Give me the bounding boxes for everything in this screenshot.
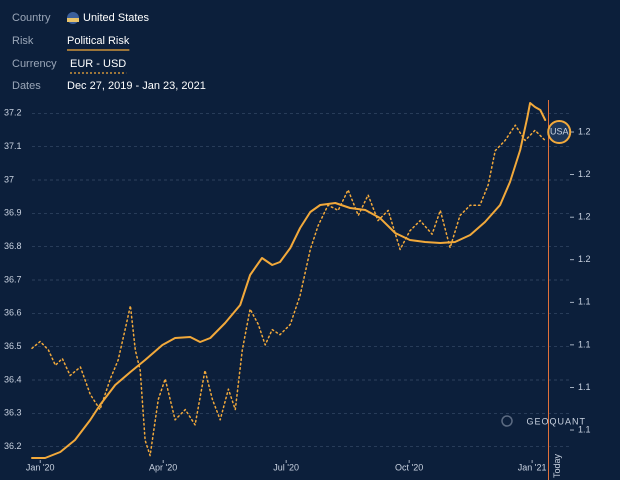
field-value: United States: [83, 12, 150, 24]
field-value: Dec 27, 2019 - Jan 23, 2021: [67, 80, 206, 92]
y2-tick-label: 1.1: [578, 382, 591, 392]
y2-tick-label: 1.1: [578, 424, 591, 434]
y-tick-label: 36.8: [4, 241, 22, 251]
flag-stripe: [67, 18, 79, 22]
watermark-icon: [501, 415, 513, 427]
series-line: [31, 102, 547, 459]
y-tick-label: 36.5: [4, 341, 22, 351]
today-label: Today: [552, 453, 562, 478]
field-label: Dates: [12, 80, 41, 92]
x-tick-label: Apr '20: [149, 462, 177, 472]
field-label: Currency: [12, 58, 57, 70]
y2-tick-label: 1.2: [578, 126, 591, 136]
y-tick-label: 36.2: [4, 441, 22, 451]
y-tick-label: 36.7: [4, 274, 22, 284]
field-value[interactable]: EUR - USD: [70, 58, 126, 70]
y-tick-label: 36.4: [4, 374, 22, 384]
field-value[interactable]: Political Risk: [67, 35, 130, 47]
end-marker: [547, 120, 572, 144]
y2-tick-label: 1.2: [578, 212, 591, 222]
watermark: GEOQUANT: [526, 416, 586, 426]
end-label: USA: [550, 126, 569, 136]
y-tick-label: 36.9: [4, 208, 22, 218]
y-tick-label: 36.6: [4, 308, 22, 318]
x-tick-label: Oct '20: [395, 462, 423, 472]
y-tick-label: 36.3: [4, 408, 22, 418]
y2-tick-label: 1.1: [578, 297, 591, 307]
series-line: [31, 124, 546, 457]
y-tick-label: 37: [4, 174, 14, 184]
y2-tick-label: 1.2: [578, 254, 591, 264]
x-tick-label: Jan '21: [518, 462, 547, 472]
x-tick-label: Jan '20: [26, 462, 55, 472]
field-label: Risk: [12, 35, 34, 47]
x-tick-label: Jul '20: [273, 462, 299, 472]
y-tick-label: 37.1: [4, 141, 22, 151]
y2-tick-label: 1.2: [578, 169, 591, 179]
y-tick-label: 37.2: [4, 108, 22, 118]
y2-tick-label: 1.1: [578, 339, 591, 349]
field-label: Country: [12, 12, 51, 24]
